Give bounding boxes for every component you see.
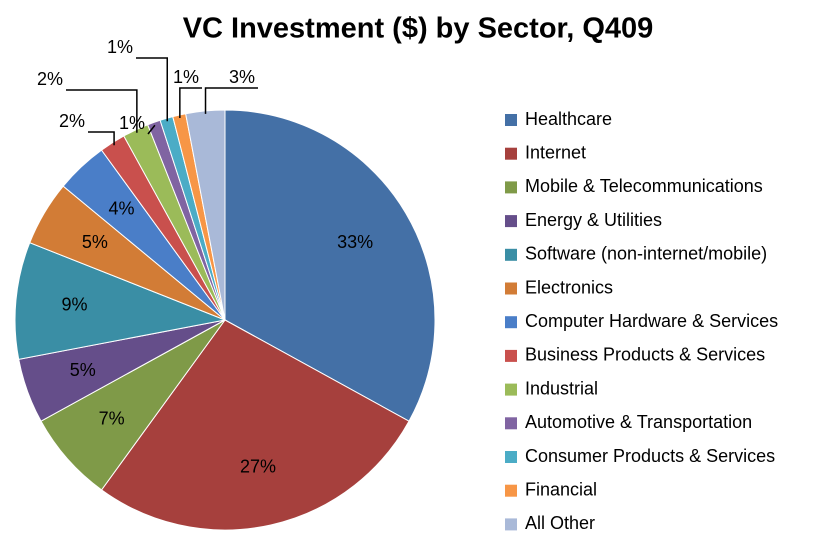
leader-line [88,131,115,146]
legend-swatch [505,316,517,329]
legend-label: Automotive & Transportation [525,412,752,432]
leader-line [179,87,202,118]
pie-slice [100,319,410,531]
data-label: 5% [70,360,96,380]
leader-line [147,124,156,135]
data-label: 1% [173,67,199,87]
data-label: 3% [229,67,255,87]
legend-label: Business Products & Services [525,345,765,365]
legend-label: Software (non-internet/mobile) [525,244,767,264]
legend-swatch [505,451,517,463]
legend-label: Energy & Utilities [525,210,662,230]
data-label: 33% [337,232,373,252]
data-label: 5% [82,232,108,252]
legend-label: Industrial [525,378,598,398]
legend-swatch [505,417,517,430]
data-label: 2% [37,69,63,89]
data-label: 7% [99,409,125,429]
data-label: 27% [240,456,276,476]
data-label: 4% [108,199,134,219]
legend-swatch [505,518,517,531]
legend-label: Mobile & Telecommunications [525,176,763,196]
legend-swatch [505,484,517,497]
data-label: 1% [107,37,133,57]
pie-slice [224,109,436,422]
pie-slice [14,242,227,360]
legend-swatch [505,181,517,194]
legend-label: Internet [525,142,586,162]
legend-swatch [505,349,517,362]
data-label: 1% [119,113,145,133]
legend-label: Consumer Products & Services [525,446,775,466]
chart-title: VC Investment ($) by Sector, Q409 [183,13,654,45]
legend-swatch [505,383,517,396]
legend-swatch [505,215,517,228]
leader-line [66,89,138,133]
legend-label: Financial [525,479,597,499]
leader-line [136,57,168,122]
legend-swatch [505,248,517,261]
legend-label: All Other [525,513,595,533]
legend-label: Healthcare [525,109,612,129]
data-label: 9% [61,295,87,315]
legend-label: Electronics [525,277,613,297]
data-label: 2% [59,111,85,131]
leader-line [204,87,258,114]
legend-label: Computer Hardware & Services [525,311,778,331]
legend-swatch [505,282,517,295]
legend-swatch [505,114,517,126]
legend-swatch [505,147,517,160]
